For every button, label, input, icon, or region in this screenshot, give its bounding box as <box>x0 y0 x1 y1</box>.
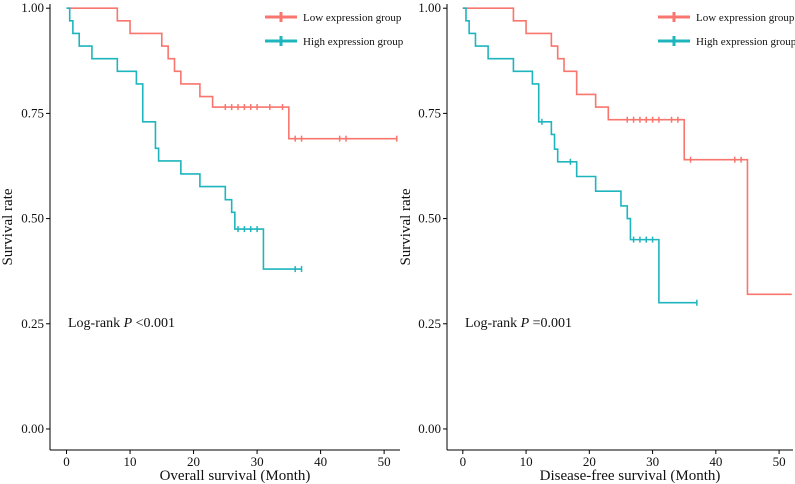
survival-curve <box>66 7 397 140</box>
x-tick-label: 40 <box>709 454 722 469</box>
annotation-value: <0.001 <box>136 316 175 331</box>
survival-curve <box>66 7 302 270</box>
annotation-stat: P <box>520 316 530 331</box>
y-tick-label: 0.00 <box>21 421 44 436</box>
x-tick-label: 10 <box>520 454 533 469</box>
survival-curve <box>462 7 792 296</box>
y-tick-label: 0.75 <box>21 105 44 120</box>
y-tick-label: 1.00 <box>21 0 44 15</box>
annotation: Log-rank P =0.001 <box>465 316 572 331</box>
x-tick-label: 20 <box>583 454 596 469</box>
x-tick-label: 50 <box>378 454 391 469</box>
x-tick-label: 30 <box>251 454 264 469</box>
annotation-prefix: Log-rank <box>68 316 120 331</box>
x-tick-label: 0 <box>63 454 70 469</box>
y-tick-label: 0.25 <box>418 316 441 331</box>
y-tick-label: 0.50 <box>21 211 44 226</box>
y-tick-label: 0.25 <box>21 316 44 331</box>
annotation-value: =0.001 <box>533 316 572 331</box>
x-axis-label: Overall survival (Month) <box>160 468 311 484</box>
x-tick-label: 30 <box>646 454 659 469</box>
legend-label: High expression group <box>303 36 404 48</box>
x-tick-label: 0 <box>460 454 467 469</box>
y-tick-label: 0.50 <box>418 211 441 226</box>
y-axis-label: Survival rate <box>0 188 16 265</box>
y-tick-label: 1.00 <box>418 0 441 15</box>
y-tick-label: 0.00 <box>418 421 441 436</box>
y-tick-label: 0.75 <box>418 105 441 120</box>
annotation-prefix: Log-rank <box>465 316 517 331</box>
annotation: Log-rank P <0.001 <box>68 316 175 331</box>
y-axis-label: Survival rate <box>398 188 414 265</box>
x-tick-label: 10 <box>124 454 137 469</box>
x-tick-label: 50 <box>773 454 786 469</box>
legend-label: High expression group <box>696 36 795 48</box>
legend-label: Low expression group <box>303 12 402 24</box>
survival-curve <box>462 7 697 304</box>
x-axis-label: Disease-free survival (Month) <box>540 468 721 484</box>
x-tick-label: 20 <box>187 454 200 469</box>
legend-label: Low expression group <box>696 12 795 24</box>
annotation-stat: P <box>123 316 133 331</box>
x-tick-label: 40 <box>314 454 327 469</box>
